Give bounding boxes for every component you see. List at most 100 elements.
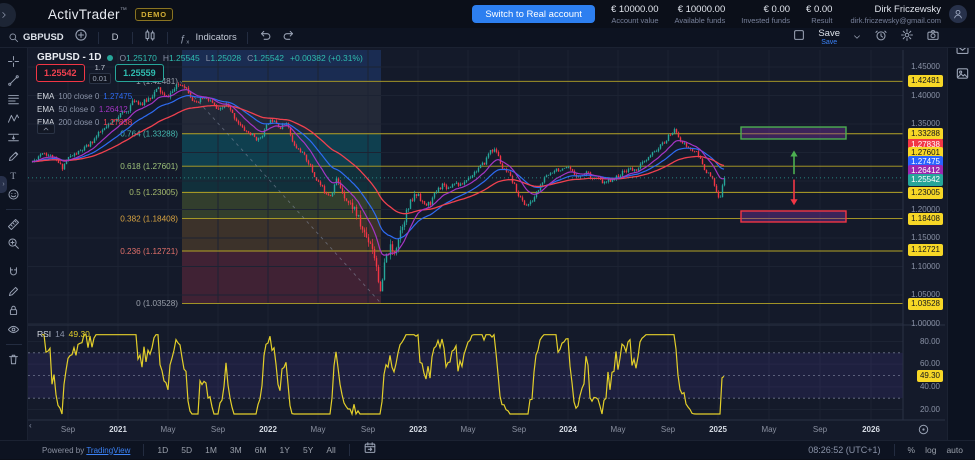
time-label-month: Sep xyxy=(502,425,536,434)
price-tick: 1.00000 xyxy=(911,319,940,328)
chart-area: 1 (1.42481)0.764 (1.33288)0.618 (1.27601… xyxy=(28,48,947,440)
ema-legend-row[interactable]: EMA50 close 01.26412 xyxy=(37,103,132,116)
layout-square-icon xyxy=(792,28,806,42)
timeframe-button[interactable]: D xyxy=(109,32,122,43)
avatar[interactable] xyxy=(949,5,967,23)
save-button[interactable]: Save Save xyxy=(818,29,840,47)
zoom-in-tool[interactable] xyxy=(3,236,25,251)
fib-level-label: 0.236 (1.12721) xyxy=(120,247,178,256)
rsi-tick: 80.00 xyxy=(920,337,940,346)
market-status-dot xyxy=(107,55,113,61)
target-box[interactable] xyxy=(741,127,846,139)
chart-type-button[interactable] xyxy=(143,28,157,47)
go-to-date-button[interactable] xyxy=(363,441,377,460)
divider xyxy=(6,344,22,345)
price-axis[interactable]: 1.450001.400001.350001.200001.150001.100… xyxy=(903,48,947,440)
range-6m[interactable]: 6M xyxy=(255,445,267,455)
settings-button[interactable] xyxy=(900,28,914,47)
clock[interactable]: 08:26:52 (UTC+1) xyxy=(808,445,880,455)
range-5y[interactable]: 5Y xyxy=(303,445,313,455)
text-icon: T xyxy=(7,169,20,182)
price-chart-canvas[interactable]: 1 (1.42481)0.764 (1.33288)0.618 (1.27601… xyxy=(28,48,945,440)
indicators-button[interactable]: ƒx Indicators xyxy=(178,31,237,45)
chart-legend[interactable]: GBPUSD - 1D O1.25170H1.25545L1.25028C1.2… xyxy=(37,52,363,63)
redo-button[interactable] xyxy=(282,28,296,47)
range-1d[interactable]: 1D xyxy=(157,445,168,455)
scale-%[interactable]: % xyxy=(908,445,916,455)
fib-retracement-tool[interactable] xyxy=(3,92,25,107)
symbol-label: GBPUSD xyxy=(23,32,64,43)
draw-mode-tool[interactable] xyxy=(3,284,25,299)
range-1m[interactable]: 1M xyxy=(205,445,217,455)
layout-button[interactable] xyxy=(792,28,806,47)
top-header: ActivTrader™ DEMO Switch to Real account… xyxy=(0,0,975,28)
fib-band xyxy=(182,166,381,192)
pip-value: 0.01 xyxy=(89,73,112,84)
scale-log[interactable]: log xyxy=(925,445,936,455)
gear-icon xyxy=(900,28,914,42)
screenshot-button[interactable] xyxy=(926,28,940,47)
snapshot-button[interactable] xyxy=(953,64,971,82)
time-label-month: May xyxy=(151,425,185,434)
trend-line-tool[interactable] xyxy=(3,73,25,88)
price-label-chip: 1.03528 xyxy=(908,298,943,310)
buy-price-button[interactable]: 1.25559 xyxy=(115,64,164,82)
symbol-search[interactable]: GBPUSD xyxy=(8,32,64,43)
image-icon xyxy=(955,66,970,81)
scale-buttons: % logauto xyxy=(908,445,963,455)
time-axis-collapse-icon[interactable]: ‹ xyxy=(29,421,32,430)
range-3m[interactable]: 3M xyxy=(230,445,242,455)
time-label-year: 2024 xyxy=(551,425,585,434)
time-label-year: 2021 xyxy=(101,425,135,434)
time-label-month: May xyxy=(752,425,786,434)
expand-menu-button[interactable] xyxy=(0,3,16,27)
rsi-value-chip: 49.30 xyxy=(917,370,943,382)
time-axis[interactable]: Sep2021MaySep2022MaySep2023MaySep2024May… xyxy=(28,420,903,440)
time-label-month: Sep xyxy=(651,425,685,434)
trash-tool[interactable] xyxy=(3,352,25,367)
trash-icon xyxy=(7,353,20,366)
target-box[interactable] xyxy=(741,211,846,222)
chevron-right-icon xyxy=(0,10,9,20)
camera-icon xyxy=(926,28,940,42)
alarm-clock-icon xyxy=(874,28,888,42)
sidebar-collapse-handle[interactable]: › xyxy=(0,176,7,193)
ema-legend-row[interactable]: EMA100 close 01.27475 xyxy=(37,90,132,103)
crosshair-tool[interactable] xyxy=(3,54,25,69)
magnet-tool[interactable] xyxy=(3,265,25,280)
ruler-tool[interactable] xyxy=(3,217,25,232)
ohlc-item: L1.25028 xyxy=(206,53,241,63)
sell-price-button[interactable]: 1.25542 xyxy=(36,64,85,82)
xabcd-pattern-tool[interactable] xyxy=(3,111,25,126)
fib-band xyxy=(182,251,381,303)
crosshair-icon xyxy=(7,55,20,68)
add-symbol-button[interactable] xyxy=(74,28,88,47)
spread: 1.7 0.01 xyxy=(89,63,112,84)
brush-tool[interactable] xyxy=(3,149,25,164)
time-label-month: Sep xyxy=(803,425,837,434)
circle-dot-icon xyxy=(917,423,930,436)
time-label-year: 2023 xyxy=(401,425,435,434)
switch-to-real-button[interactable]: Switch to Real account xyxy=(472,5,595,23)
rsi-legend[interactable]: RSI 14 49.30 xyxy=(37,329,90,339)
time-label-year: 2022 xyxy=(251,425,285,434)
spread-value: 1.7 xyxy=(95,63,105,72)
price-label-chip: 1.33288 xyxy=(908,128,943,140)
drawing-toolbar: T xyxy=(0,48,28,440)
fib-level-label: 0.764 (1.33288) xyxy=(120,130,178,139)
time-label-month: Sep xyxy=(351,425,385,434)
alerts-button[interactable] xyxy=(874,28,888,47)
range-1y[interactable]: 1Y xyxy=(280,445,290,455)
collapse-indicators-button[interactable] xyxy=(37,124,55,134)
eye-tool[interactable] xyxy=(3,322,25,337)
long-position-tool[interactable] xyxy=(3,130,25,145)
emoji-icon xyxy=(7,188,20,201)
range-5d[interactable]: 5D xyxy=(181,445,192,455)
time-axis-settings-icon[interactable] xyxy=(917,423,930,436)
save-menu-chevron[interactable] xyxy=(852,29,862,47)
lock-tool[interactable] xyxy=(3,303,25,318)
tradingview-link[interactable]: TradingView xyxy=(86,446,130,455)
range-all[interactable]: All xyxy=(326,445,335,455)
scale-auto[interactable]: auto xyxy=(946,445,963,455)
undo-button[interactable] xyxy=(258,28,272,47)
